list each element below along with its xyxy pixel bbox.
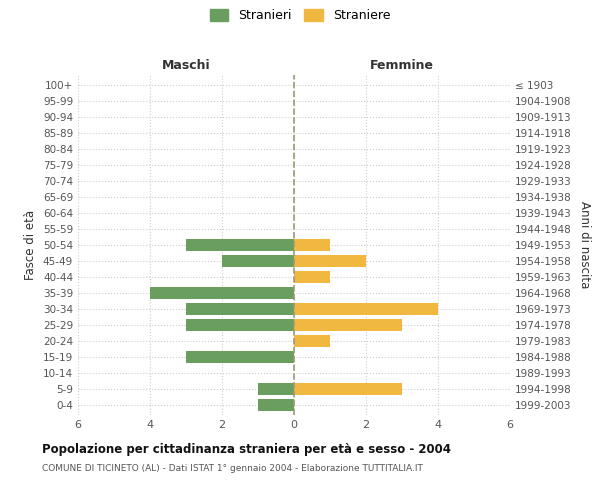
Bar <box>186 303 294 315</box>
Y-axis label: Fasce di età: Fasce di età <box>25 210 37 280</box>
Bar <box>186 351 294 364</box>
Text: Popolazione per cittadinanza straniera per età e sesso - 2004: Popolazione per cittadinanza straniera p… <box>42 442 451 456</box>
Bar <box>294 303 438 315</box>
Bar <box>294 271 330 283</box>
Bar <box>294 239 330 251</box>
Bar <box>294 384 402 396</box>
Bar <box>258 384 294 396</box>
Bar <box>222 255 294 267</box>
Text: Femmine: Femmine <box>370 60 434 72</box>
Bar <box>294 319 402 331</box>
Text: Maschi: Maschi <box>161 60 211 72</box>
Text: COMUNE DI TICINETO (AL) - Dati ISTAT 1° gennaio 2004 - Elaborazione TUTTITALIA.I: COMUNE DI TICINETO (AL) - Dati ISTAT 1° … <box>42 464 423 473</box>
Bar <box>186 319 294 331</box>
Bar <box>186 239 294 251</box>
Legend: Stranieri, Straniere: Stranieri, Straniere <box>207 6 393 25</box>
Bar <box>150 287 294 299</box>
Bar <box>294 335 330 347</box>
Bar <box>294 255 366 267</box>
Y-axis label: Anni di nascita: Anni di nascita <box>578 202 591 288</box>
Bar <box>258 400 294 411</box>
